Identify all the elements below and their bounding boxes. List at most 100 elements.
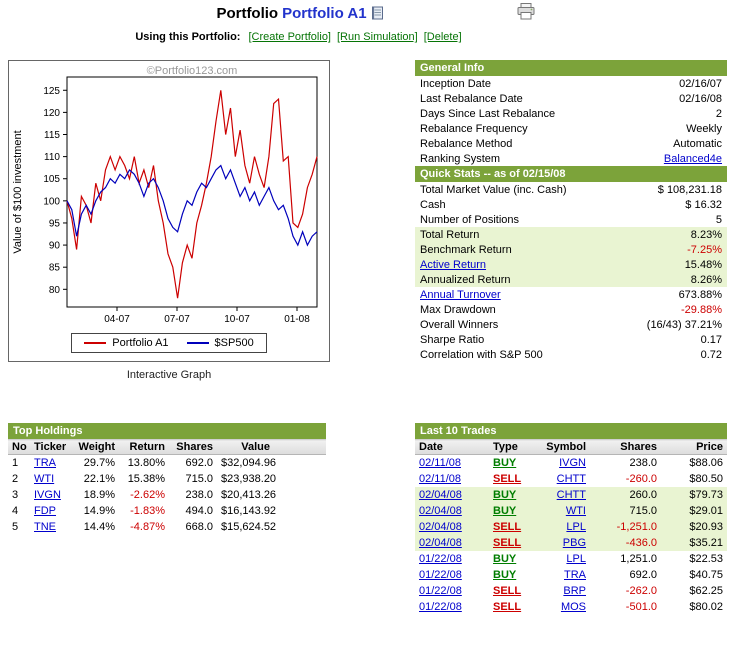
trade-symbol-link[interactable]: LPL <box>566 521 586 533</box>
trade-price: $22.53 <box>689 553 723 565</box>
quick-stat-value: -7.25% <box>687 243 722 256</box>
trade-symbol-link[interactable]: TRA <box>564 569 586 581</box>
x-tick-label: 07-07 <box>164 314 190 325</box>
ticker-link[interactable]: WTI <box>34 473 55 485</box>
print-icon[interactable] <box>516 3 536 23</box>
general-info-value: Weekly <box>686 122 722 135</box>
create-portfolio-link[interactable]: [Create Portfolio] <box>248 31 331 43</box>
quick-stat-label: Annualized Return <box>420 273 511 286</box>
holding-shares: 494.0 <box>185 505 213 517</box>
last-trades-table: Date Type Symbol Shares Price 02/11/08 BUY IVGN… <box>415 439 727 615</box>
trade-row: 02/04/08 BUY CHTT 260.0 $79.73 <box>415 487 727 503</box>
general-info-row: Last Rebalance Date 02/16/08 <box>415 91 727 106</box>
trade-price: $80.02 <box>689 601 723 613</box>
holding-return: -4.87% <box>130 521 165 533</box>
trade-shares: 715.0 <box>590 503 661 519</box>
trade-type-link[interactable]: SELL <box>493 601 522 613</box>
quick-stat-row: Correlation with S&P 500 0.72 <box>415 347 727 362</box>
trade-type-link[interactable]: BUY <box>493 553 517 565</box>
general-info-row: Days Since Last Rebalance 2 <box>415 106 727 121</box>
general-info-label: Inception Date <box>420 77 491 90</box>
trade-shares: -501.0 <box>625 601 657 613</box>
balanced4e-link[interactable]: Balanced4e <box>663 152 722 165</box>
trade-date-cell: 01/22/08 <box>415 567 489 583</box>
ticker-link[interactable]: FDP <box>34 505 56 517</box>
trade-type-link[interactable]: BUY <box>493 505 517 517</box>
top-holdings-header: Top Holdings <box>8 423 326 439</box>
quick-stat-row: Max Drawdown -29.88% <box>415 302 727 317</box>
trade-date-cell: 02/04/08 <box>415 503 489 519</box>
y-tick-label: 105 <box>43 174 60 185</box>
trade-date-link[interactable]: 02/11/08 <box>419 457 462 469</box>
trade-type-link[interactable]: SELL <box>493 537 522 549</box>
holding-no: 3 <box>12 489 19 501</box>
quick-stat-row: Cash $ 16.32 <box>415 197 727 212</box>
ticker-link[interactable]: TNE <box>34 521 56 533</box>
holding-no: 2 <box>12 473 19 485</box>
active-return-link[interactable]: Active Return <box>420 258 487 271</box>
trade-date-link[interactable]: 02/04/08 <box>419 521 462 533</box>
trade-symbol-link[interactable]: BRP <box>563 585 586 597</box>
trade-symbol-cell: BRP <box>535 583 590 599</box>
holding-value: $15,624.52 <box>221 521 277 533</box>
trade-symbol-link[interactable]: PBG <box>562 537 586 549</box>
col-header-value: Value <box>217 439 326 455</box>
interactive-graph-label[interactable]: Interactive Graph <box>126 369 212 381</box>
col-header-return: Return <box>119 439 169 455</box>
ticker-link[interactable]: IVGN <box>34 489 61 501</box>
trade-date-link[interactable]: 01/22/08 <box>419 601 462 613</box>
trade-shares: 1,251.0 <box>620 553 657 565</box>
delete-link[interactable]: [Delete] <box>423 31 462 43</box>
holdings-row: 5 TNE 14.4% -4.87% 668.0 $15,624.52 <box>8 519 326 535</box>
trade-type-link[interactable]: BUY <box>493 569 517 581</box>
trade-price: $79.73 <box>661 487 727 503</box>
trade-type-link[interactable]: SELL <box>493 473 522 485</box>
chart-legend: Portfolio A1 $SP500 <box>71 333 267 353</box>
trade-symbol-link[interactable]: IVGN <box>559 457 586 469</box>
quick-stat-value: 0.72 <box>700 348 722 361</box>
trade-symbol-link[interactable]: MOS <box>560 601 586 613</box>
trade-symbol-cell: LPL <box>535 551 590 567</box>
holding-no: 4 <box>12 505 19 517</box>
trade-type-link[interactable]: SELL <box>493 585 522 597</box>
holding-shares: 692.0 <box>185 457 213 469</box>
performance-chart[interactable]: ©Portfolio123.com Value of $100 investmen… <box>8 60 330 362</box>
quick-stat-label: Total Market Value (inc. Cash) <box>420 183 567 196</box>
trade-type-link[interactable]: BUY <box>493 457 517 469</box>
ticker-link[interactable]: TRA <box>34 457 56 469</box>
trade-shares: -260.0 <box>625 473 657 485</box>
holding-return: -1.83% <box>130 505 165 517</box>
trade-symbol-link[interactable]: CHTT <box>556 473 586 485</box>
trade-date-link[interactable]: 02/04/08 <box>419 537 462 549</box>
trade-type-link[interactable]: BUY <box>493 489 517 501</box>
holding-return: 15.38% <box>127 473 165 485</box>
trade-row: 02/04/08 BUY WTI 715.0 $29.01 <box>415 503 727 519</box>
trade-symbol-link[interactable]: CHTT <box>556 489 586 501</box>
trade-date-link[interactable]: 02/04/08 <box>419 489 462 501</box>
trade-type-cell: BUY <box>489 487 535 503</box>
toolbar: Using this Portfolio: [Create Portfolio] [… <box>0 31 600 43</box>
notebook-icon[interactable] <box>371 5 384 24</box>
portfolio-a1-swatch <box>84 342 107 344</box>
trade-symbol-link[interactable]: WTI <box>565 505 586 517</box>
general-info-header: General Info <box>415 60 727 76</box>
trade-date-link[interactable]: 02/11/08 <box>419 473 462 485</box>
trade-symbol-cell: MOS <box>535 599 590 615</box>
trade-date-link[interactable]: 01/22/08 <box>419 553 462 565</box>
annual-turnover-link[interactable]: Annual Turnover <box>420 288 501 301</box>
quick-stat-value: 8.23% <box>690 228 722 241</box>
toolbar-label: Using this Portfolio: <box>135 31 241 43</box>
quick-stat-value: 15.48% <box>684 258 722 271</box>
run-simulation-link[interactable]: [Run Simulation] <box>337 31 418 43</box>
trade-date-link[interactable]: 02/04/08 <box>419 505 462 517</box>
trade-symbol-link[interactable]: LPL <box>566 553 586 565</box>
col-header-no: No <box>8 439 30 455</box>
holdings-row: 3 IVGN 18.9% -2.62% 238.0 $20,413.26 <box>8 487 326 503</box>
trade-price: $88.06 <box>689 457 723 469</box>
trade-date-link[interactable]: 01/22/08 <box>419 569 462 581</box>
col-header-weight: Weight <box>72 439 119 455</box>
trade-date-link[interactable]: 01/22/08 <box>419 585 462 597</box>
holding-ticker-cell: TNE <box>30 519 72 535</box>
quick-stat-label: Max Drawdown <box>420 303 496 316</box>
trade-type-link[interactable]: SELL <box>493 521 522 533</box>
